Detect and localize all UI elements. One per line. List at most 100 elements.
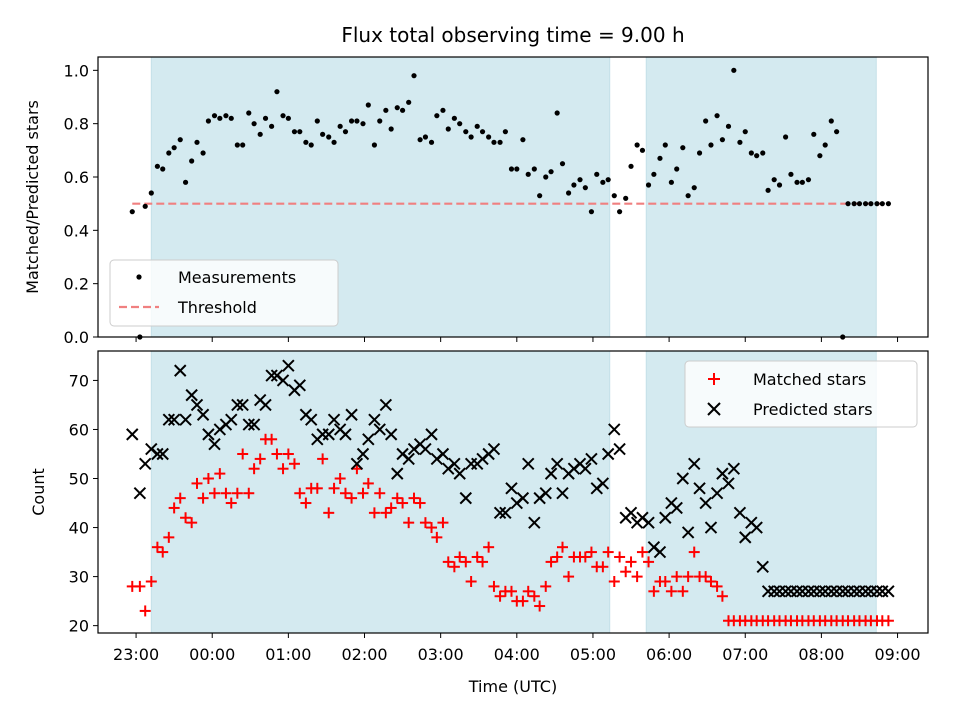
- matched-point: [665, 585, 677, 597]
- y-tick-label: 0.8: [64, 115, 89, 134]
- x-tick-label: 02:00: [341, 645, 387, 664]
- predicted-point: [453, 467, 466, 480]
- matched-point: [716, 590, 728, 602]
- predicted-point: [642, 516, 655, 529]
- top-x-ticks: [135, 337, 899, 342]
- measurement-point: [605, 177, 611, 183]
- measurement-point: [783, 134, 789, 140]
- predicted-point: [681, 526, 695, 539]
- matched-point: [620, 566, 632, 578]
- measurement-point: [422, 134, 429, 140]
- matched-point: [563, 571, 575, 583]
- matched-point: [454, 551, 466, 563]
- matched-point: [597, 561, 609, 573]
- matched-point: [397, 497, 409, 509]
- matched-point: [551, 551, 563, 563]
- measurement-point: [520, 137, 526, 143]
- measurement-point: [634, 142, 640, 148]
- predicted-point: [379, 398, 393, 412]
- matched-legend-label: Matched stars: [753, 370, 866, 389]
- measurement-point: [371, 142, 378, 148]
- predicted-point: [345, 408, 358, 421]
- matched-point: [419, 517, 431, 529]
- matched-point: [460, 556, 472, 568]
- measurement-point: [303, 139, 309, 145]
- matched-point: [442, 556, 454, 568]
- matched-point: [391, 492, 403, 504]
- measurement-point: [314, 118, 320, 124]
- measurement-point: [479, 129, 486, 135]
- predicted-point: [493, 506, 507, 520]
- measurement-point: [737, 139, 743, 145]
- predicted-point: [847, 585, 861, 598]
- top-axes-frame: [97, 56, 929, 338]
- measurement-point: [365, 102, 371, 108]
- matched-point: [380, 507, 392, 519]
- matched-point: [214, 468, 226, 480]
- matched-point: [579, 551, 591, 563]
- predicted-point: [425, 428, 438, 441]
- matched-point: [202, 473, 214, 485]
- measurement-point: [399, 107, 406, 113]
- predicted-point: [156, 447, 169, 461]
- predicted-point: [276, 374, 290, 387]
- predicted-point: [162, 413, 176, 426]
- top-legend-box: [109, 259, 339, 327]
- measurement-point: [308, 142, 314, 148]
- measurement-point: [217, 115, 223, 121]
- measurement-point: [703, 118, 709, 124]
- measurement-point: [537, 193, 543, 199]
- matched-point: [311, 482, 323, 494]
- measurement-point: [879, 201, 885, 207]
- matched-point: [248, 463, 260, 475]
- matched-point: [408, 492, 420, 504]
- measurement-point: [246, 110, 252, 116]
- measurement-point: [383, 107, 389, 113]
- predicted-point: [384, 428, 398, 441]
- matched-point: [528, 590, 540, 602]
- measurement-point: [799, 179, 805, 185]
- x-tick-label: 07:00: [722, 645, 768, 664]
- matched-point: [180, 512, 192, 524]
- measurement-point: [240, 142, 246, 148]
- measurement-point: [594, 171, 600, 177]
- threshold-legend-label: Threshold: [177, 298, 257, 317]
- measurement-point: [765, 187, 771, 193]
- measurement-point: [502, 129, 508, 135]
- matched-point: [882, 615, 894, 627]
- predicted-point: [779, 585, 792, 598]
- predicted-point: [236, 398, 249, 412]
- predicted-point: [139, 457, 152, 471]
- predicted-point: [876, 585, 889, 598]
- measurement-point: [331, 139, 337, 145]
- predicted-point: [339, 428, 352, 441]
- measurement-point: [748, 150, 754, 156]
- measurement-point: [822, 142, 828, 148]
- predicted-point: [859, 585, 872, 598]
- measurement-point: [794, 179, 800, 185]
- predicted-point: [202, 428, 215, 441]
- measurement-point: [337, 123, 343, 129]
- y-tick-label: 40: [69, 519, 89, 538]
- matched-point: [705, 576, 717, 588]
- predicted-point: [693, 482, 706, 495]
- measurement-point: [257, 131, 263, 137]
- matched-point: [197, 492, 209, 504]
- matched-point: [317, 453, 329, 465]
- matched-point: [614, 551, 626, 563]
- measurement-point: [851, 201, 857, 207]
- matched-point: [300, 497, 312, 509]
- predicted-point: [585, 452, 598, 466]
- matched-point: [323, 507, 335, 519]
- x-tick-label: 00:00: [189, 645, 235, 664]
- predicted-point: [539, 487, 552, 500]
- matched-point: [231, 487, 243, 499]
- predicted-point: [402, 452, 415, 466]
- x-tick-label: 04:00: [494, 645, 540, 664]
- matched-point: [168, 502, 180, 514]
- measurement-point: [525, 171, 531, 177]
- measurement-point: [360, 121, 366, 127]
- matched-point: [648, 585, 660, 597]
- matched-point: [636, 546, 648, 558]
